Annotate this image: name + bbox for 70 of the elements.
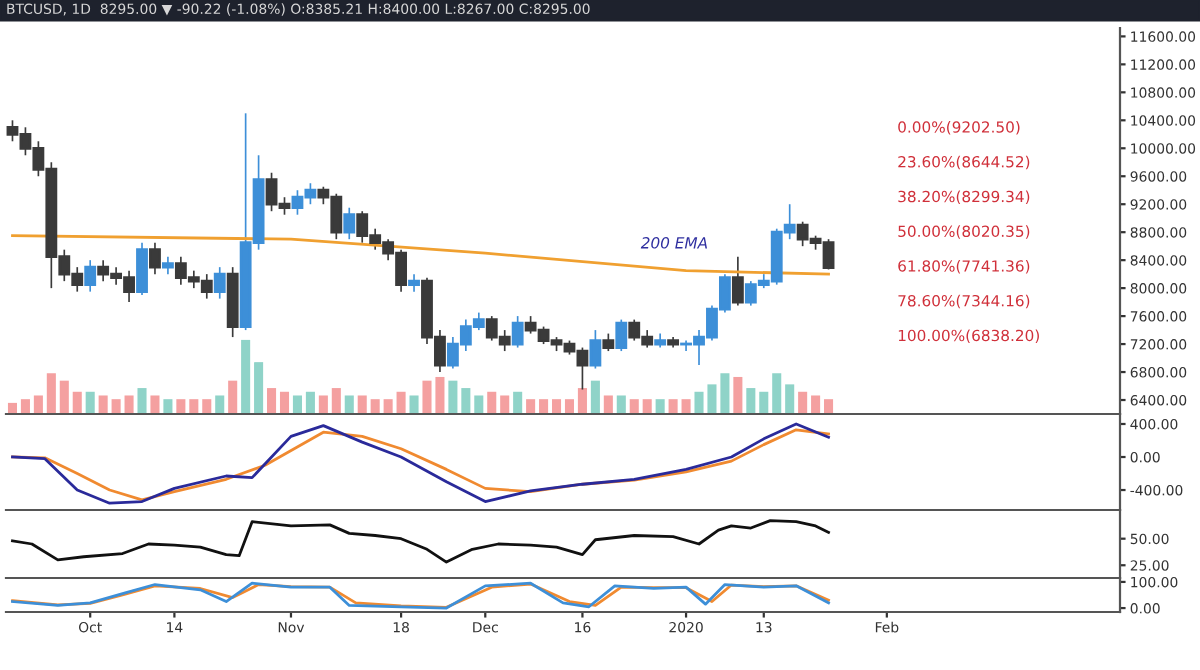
bar bbox=[603, 395, 613, 414]
candlestick bbox=[136, 241, 148, 296]
bar bbox=[720, 373, 730, 414]
bar bbox=[357, 395, 367, 414]
bar bbox=[383, 399, 393, 414]
bar bbox=[500, 395, 510, 414]
bar bbox=[124, 395, 134, 414]
bar bbox=[590, 380, 600, 414]
bar bbox=[513, 391, 523, 414]
bar bbox=[72, 391, 82, 414]
bar bbox=[254, 362, 264, 414]
bar bbox=[798, 391, 808, 414]
bar bbox=[539, 399, 549, 414]
bar bbox=[448, 380, 458, 414]
bar bbox=[396, 391, 406, 414]
bar bbox=[163, 399, 173, 414]
bar bbox=[785, 384, 795, 414]
bar bbox=[487, 391, 497, 414]
bar bbox=[577, 388, 587, 414]
bar bbox=[85, 391, 95, 414]
bar bbox=[344, 395, 354, 414]
bar bbox=[176, 399, 186, 414]
bar bbox=[629, 399, 639, 414]
bar bbox=[137, 388, 147, 414]
bar bbox=[331, 388, 341, 414]
bar bbox=[746, 388, 756, 414]
bar bbox=[189, 399, 199, 414]
bar bbox=[824, 399, 834, 414]
bar bbox=[461, 388, 471, 414]
candlestick bbox=[149, 241, 161, 275]
bar bbox=[279, 391, 290, 414]
bar bbox=[46, 373, 56, 414]
line-series bbox=[11, 519, 830, 564]
bar bbox=[733, 376, 743, 414]
bar bbox=[20, 399, 30, 414]
bar bbox=[551, 399, 562, 414]
candlestick bbox=[615, 318, 628, 352]
bar bbox=[59, 380, 69, 414]
candlestick bbox=[731, 255, 744, 307]
bar bbox=[292, 395, 302, 414]
bar bbox=[98, 395, 108, 414]
line-series bbox=[11, 234, 830, 276]
candlestick bbox=[213, 266, 226, 300]
bar bbox=[202, 399, 212, 414]
bar bbox=[228, 380, 238, 414]
bar bbox=[681, 399, 691, 414]
bar bbox=[668, 399, 678, 414]
bar bbox=[655, 399, 665, 414]
candlestick bbox=[511, 315, 524, 349]
candlestick bbox=[343, 206, 356, 241]
candlestick bbox=[589, 329, 602, 370]
bar bbox=[759, 391, 769, 414]
bar bbox=[215, 395, 225, 414]
bar bbox=[370, 399, 380, 414]
bar bbox=[409, 395, 419, 414]
bar bbox=[267, 388, 277, 414]
bar bbox=[811, 395, 821, 414]
bar bbox=[526, 399, 536, 414]
bar bbox=[241, 339, 251, 414]
bar bbox=[616, 395, 626, 414]
candlestick bbox=[84, 259, 97, 293]
bar bbox=[305, 391, 315, 414]
bar bbox=[564, 399, 575, 414]
bar bbox=[150, 395, 160, 414]
bar bbox=[474, 395, 484, 414]
bar bbox=[111, 399, 121, 414]
bar bbox=[642, 399, 652, 414]
bar bbox=[318, 395, 328, 414]
bar bbox=[772, 373, 782, 414]
bar bbox=[33, 395, 43, 414]
